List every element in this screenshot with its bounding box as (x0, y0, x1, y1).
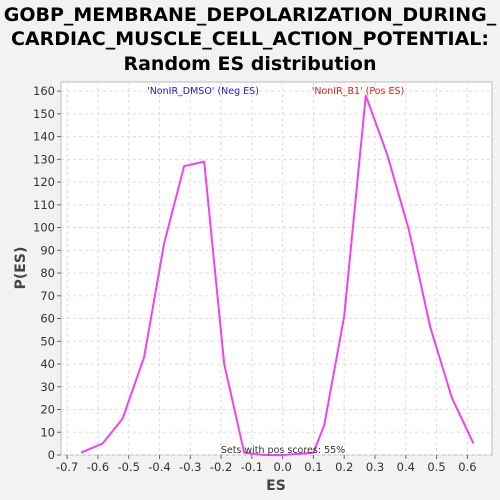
x-tick-label: 0.0 (274, 460, 292, 474)
x-tick-label: -0.3 (179, 460, 201, 474)
x-tick-label: 0.1 (304, 460, 322, 474)
x-tick-label: -0.7 (56, 460, 78, 474)
y-tick-label: 40 (40, 357, 55, 371)
legend-entry-pos: 'NonIR_B1' (Pos ES) (312, 86, 405, 97)
pos-scores-annotation: Sets with pos scores: 55% (221, 445, 345, 456)
chart-title-line-1: GOBP_MEMBRANE_DEPOLARIZATION_DURING_ (4, 4, 497, 26)
x-tick-label: 0.3 (366, 460, 384, 474)
y-tick-label: 20 (40, 403, 55, 417)
y-tick-label: 80 (40, 266, 55, 280)
y-tick-label: 70 (40, 289, 55, 303)
x-tick-label: -0.4 (148, 460, 170, 474)
y-tick-label: 10 (40, 425, 55, 439)
x-tick-label: 0.6 (458, 460, 476, 474)
y-tick-label: 120 (33, 175, 55, 189)
legend-entry-neg: 'NonIR_DMSO' (Neg ES) (147, 86, 259, 97)
x-tick-label: -0.6 (87, 460, 109, 474)
series-line-0 (80, 94, 475, 456)
x-tick-label: -0.5 (118, 460, 140, 474)
x-tick-label: 0.5 (427, 460, 445, 474)
y-tick-label: 100 (33, 221, 55, 235)
y-tick-label: 0 (48, 448, 55, 462)
y-tick-label: 150 (33, 107, 55, 121)
series-layer (80, 94, 475, 456)
y-axis-label: P(ES) (13, 247, 29, 290)
x-tick-label: -0.2 (210, 460, 232, 474)
chart-title-line-3: Random ES distribution (123, 53, 376, 75)
x-tick-label: -0.1 (241, 460, 263, 474)
chart-title-line-2: CARDIAC_MUSCLE_CELL_ACTION_POTENTIAL: (11, 28, 489, 50)
y-tick-label: 130 (33, 152, 55, 166)
x-tick-label: 0.2 (335, 460, 353, 474)
x-axis-label: ES (266, 478, 286, 494)
grid (61, 82, 492, 456)
x-tick-label: 0.4 (397, 460, 415, 474)
y-tick-label: 50 (40, 334, 55, 348)
axes: -0.7 -0.6 -0.5 -0.4 -0.3 -0.2 -0.1 0.0 0.1 0.2 0.3… (33, 84, 476, 474)
y-tick-label: 30 (40, 380, 55, 394)
y-tick-label: 90 (40, 243, 55, 257)
y-tick-label: 140 (33, 130, 55, 144)
plot-area (60, 81, 493, 456)
y-tick-label: 110 (33, 198, 55, 212)
y-tick-label: 160 (33, 84, 55, 98)
y-tick-label: 60 (40, 312, 55, 326)
